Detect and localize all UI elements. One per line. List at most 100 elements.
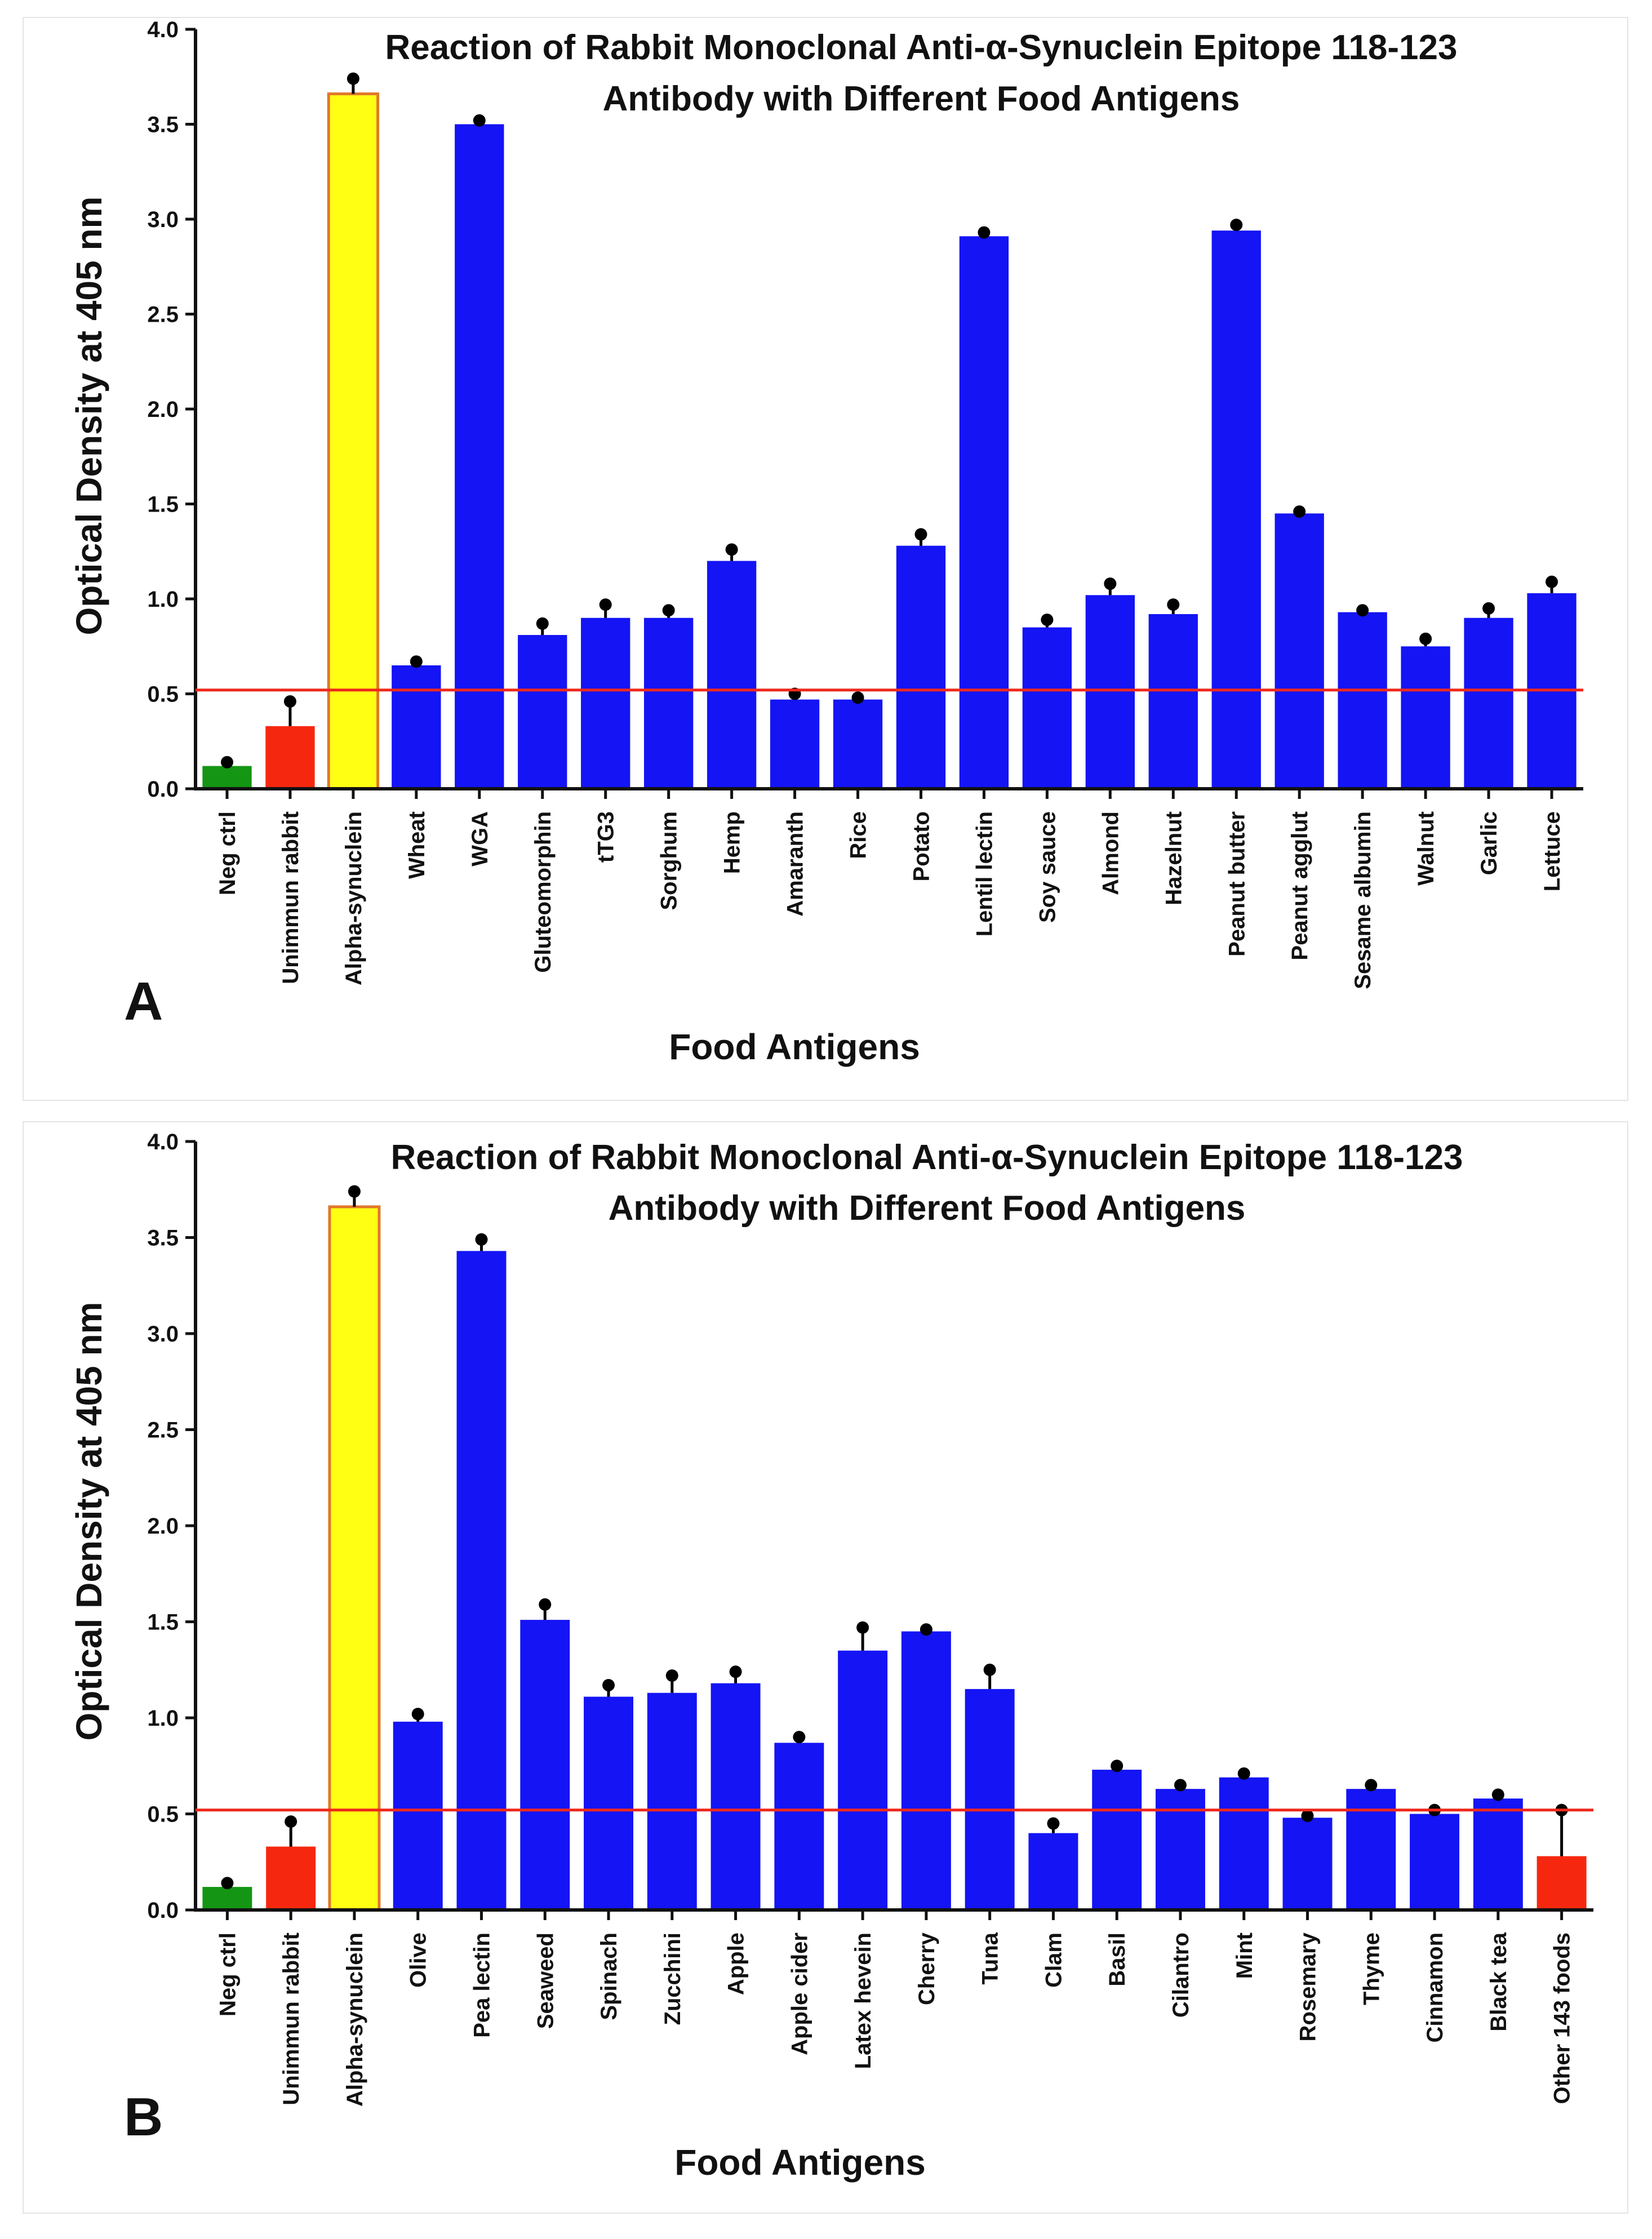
chart-title-line: Antibody with Different Food Antigens — [609, 1189, 1246, 1228]
bar-soy-sauce — [1022, 627, 1072, 789]
category-label: Potato — [909, 811, 934, 881]
category-label: Other 143 foods — [1550, 1933, 1575, 2104]
bar-mint — [1219, 1777, 1269, 1910]
bar-pea-lectin — [456, 1251, 507, 1910]
bar-alpha-synuclein — [327, 92, 380, 790]
bar-hazelnut — [1148, 614, 1198, 789]
bar-thyme — [1346, 1789, 1396, 1910]
y-tick-label: 1.0 — [147, 1706, 179, 1731]
error-bar-cap — [725, 543, 738, 556]
y-tick-label: 3.5 — [147, 1226, 179, 1251]
bar-peanut-agglut — [1274, 513, 1324, 789]
chart-title-line: Reaction of Rabbit Monoclonal Anti-α-Syn… — [391, 1138, 1463, 1177]
error-bar-cap — [665, 1669, 678, 1682]
bar-apple — [710, 1683, 761, 1910]
bar-garlic — [1464, 617, 1513, 789]
chart-title-line: Antibody with Different Food Antigens — [603, 79, 1240, 118]
y-tick-label: 0.0 — [147, 777, 179, 802]
error-bar-cap — [347, 72, 359, 85]
panel-letter: B — [124, 2087, 163, 2147]
category-label: Alpha-synuclein — [341, 811, 366, 985]
bar-neg-ctrl — [202, 766, 252, 789]
bar-basil — [1092, 1770, 1142, 1910]
y-tick-label: 1.5 — [147, 492, 179, 517]
bar-clam — [1028, 1833, 1078, 1910]
category-label: Thyme — [1359, 1933, 1384, 2005]
error-bar-cap — [536, 617, 549, 630]
category-label: Spinach — [597, 1933, 621, 2020]
y-tick-label: 0.0 — [147, 1898, 179, 1923]
category-label: Tuna — [978, 1932, 1003, 1984]
y-tick-label: 3.5 — [147, 113, 179, 137]
bar-rosemary — [1282, 1818, 1333, 1910]
bar-seaweed — [520, 1620, 570, 1910]
category-label: Apple cider — [787, 1933, 812, 2055]
bar-zucchini — [647, 1692, 697, 1910]
bar-amaranth — [770, 699, 820, 789]
bar-sesame-albumin — [1338, 612, 1387, 789]
error-bar-cap — [221, 1877, 234, 1890]
category-label: Seaweed — [533, 1933, 558, 2029]
bar-cilantro — [1155, 1789, 1205, 1910]
bar-unimmun-rabbit — [266, 1846, 316, 1910]
error-bar-cap — [1365, 1779, 1378, 1792]
bar-ttg3 — [581, 617, 630, 789]
bar-peanut-butter — [1211, 230, 1261, 789]
category-label: Garlic — [1477, 811, 1502, 875]
error-bar-cap — [285, 1815, 297, 1828]
bar-apple-cider — [774, 1743, 824, 1910]
bar-wga — [455, 124, 504, 789]
category-label: Rice — [846, 811, 871, 859]
y-axis-title: Optical Density at 405 nm — [69, 1302, 109, 1741]
panel-a-frame — [23, 17, 1628, 1101]
error-bar-cap — [1237, 1767, 1250, 1780]
error-bar-cap — [1482, 602, 1495, 615]
bar-rice — [833, 699, 883, 789]
error-bar-cap — [539, 1598, 552, 1611]
bar-walnut — [1401, 646, 1450, 789]
y-tick-label: 3.0 — [147, 207, 179, 232]
y-axis-title: Optical Density at 405 nm — [69, 197, 109, 636]
category-label: Sesame albumin — [1351, 811, 1375, 989]
category-label: Walnut — [1414, 811, 1438, 886]
category-label: Unimmun rabbit — [278, 811, 303, 984]
bar-olive — [393, 1721, 443, 1910]
error-bar-cap — [851, 691, 864, 704]
error-bar-cap — [1301, 1809, 1314, 1822]
category-label: Mint — [1232, 1933, 1257, 1979]
error-bar-cap — [793, 1731, 806, 1744]
y-tick-label: 1.0 — [147, 587, 179, 612]
category-label: Peanut agglut — [1287, 811, 1312, 960]
category-label: Gluteomorphin — [531, 811, 556, 973]
y-tick-label: 4.0 — [147, 1130, 179, 1154]
error-bar-cap — [662, 604, 675, 617]
category-label: Alpha-synuclein — [343, 1933, 367, 2107]
error-bar-cap — [729, 1665, 742, 1678]
category-label: WGA — [468, 811, 492, 867]
error-bar-cap — [983, 1663, 996, 1676]
y-tick-label: 1.5 — [147, 1610, 179, 1635]
category-label: Cilantro — [1169, 1933, 1193, 2018]
category-label: Cinnamon — [1423, 1933, 1447, 2043]
y-tick-label: 4.0 — [147, 17, 179, 42]
category-label: Clam — [1041, 1933, 1066, 1988]
category-label: Rosemary — [1296, 1932, 1321, 2041]
error-bar-cap — [1111, 1760, 1123, 1772]
category-label: Amaranth — [783, 811, 808, 917]
bar-gluteomorphin — [518, 635, 567, 789]
x-axis-title: Food Antigens — [674, 2142, 926, 2183]
y-tick-label: 2.5 — [147, 1418, 179, 1443]
category-label: Zucchini — [660, 1933, 685, 2025]
error-bar-cap — [1104, 577, 1117, 590]
error-bar-cap — [1047, 1817, 1060, 1830]
category-label: Almond — [1098, 811, 1123, 895]
bar-almond — [1085, 595, 1135, 789]
category-label: Wheat — [405, 811, 429, 879]
bar-black-tea — [1473, 1798, 1523, 1910]
error-bar-cap — [1293, 505, 1306, 518]
chart-panel-a: Reaction of Rabbit Monoclonal Anti-α-Syn… — [69, 17, 1583, 1067]
category-label: Hemp — [720, 811, 745, 874]
error-bar-cap — [283, 695, 296, 708]
error-bar-cap — [602, 1679, 615, 1692]
error-bar-cap — [914, 528, 927, 541]
